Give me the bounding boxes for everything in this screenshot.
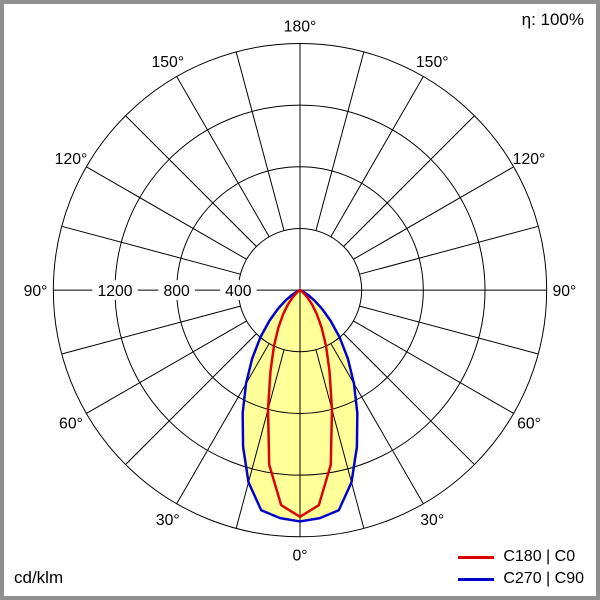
radial-tick-label: 800	[164, 283, 191, 300]
angle-label-150: 150°	[416, 54, 449, 71]
unit-label: cd/klm	[14, 568, 64, 587]
angle-label-60: 60°	[517, 415, 541, 432]
grid-spoke	[315, 51, 365, 231]
grid-spoke	[330, 343, 424, 504]
grid-spoke	[343, 333, 475, 465]
polar-chart: 400 800 1200 0° 30° 30° 60° 60° 90° 90° 120° 120° 15…	[24, 19, 577, 565]
legend-line-blue	[458, 577, 495, 581]
efficiency-label: η: 100%	[521, 10, 584, 29]
grid-spoke	[86, 166, 247, 260]
angle-label-150: 150°	[151, 54, 184, 71]
radial-tick-label: 400	[225, 283, 252, 300]
angle-label-0: 0°	[292, 547, 307, 564]
radial-label-bg	[158, 280, 195, 300]
grid-spoke	[125, 333, 257, 465]
grid-spoke	[61, 225, 241, 275]
legend-line-red	[458, 555, 495, 559]
legend-label-c90-c270: C270 | C90	[503, 570, 584, 587]
radial-label-bg	[220, 280, 257, 300]
angle-label-180: 180°	[284, 19, 317, 36]
grid-spoke	[176, 343, 270, 504]
angle-label-30: 30°	[156, 512, 180, 529]
grid-spoke	[359, 305, 539, 355]
angle-label-60: 60°	[59, 415, 83, 432]
grid-spoke	[176, 76, 270, 237]
grid-spoke	[61, 305, 241, 355]
series-curve-c180-c0	[266, 288, 334, 519]
radial-tick-label: 1200	[97, 283, 132, 300]
grid-spoke	[125, 115, 257, 247]
legend-item-c0-c180: C180 | C0	[458, 548, 584, 566]
angle-label-90: 90°	[24, 283, 48, 300]
series-curve-c270-c90	[241, 288, 359, 523]
legend: C180 | C0 C270 | C90	[456, 546, 586, 590]
angle-label-90: 90°	[553, 283, 577, 300]
angle-label-120: 120°	[55, 151, 88, 168]
grid-spoke	[235, 349, 285, 529]
grid-spoke	[315, 349, 365, 529]
grid-spoke	[353, 166, 514, 260]
grid-spoke	[353, 320, 514, 414]
grid-spoke	[343, 115, 475, 247]
legend-label-c0-c180: C180 | C0	[503, 548, 576, 565]
angle-label-120: 120°	[513, 151, 546, 168]
grid-spoke	[359, 225, 539, 275]
angle-label-30: 30°	[420, 512, 444, 529]
grid-spoke	[330, 76, 424, 237]
legend-item-c90-c270: C270 | C90	[458, 570, 584, 588]
grid-spoke	[86, 320, 247, 414]
radial-label-bg	[92, 280, 138, 300]
grid-spoke	[235, 51, 285, 231]
